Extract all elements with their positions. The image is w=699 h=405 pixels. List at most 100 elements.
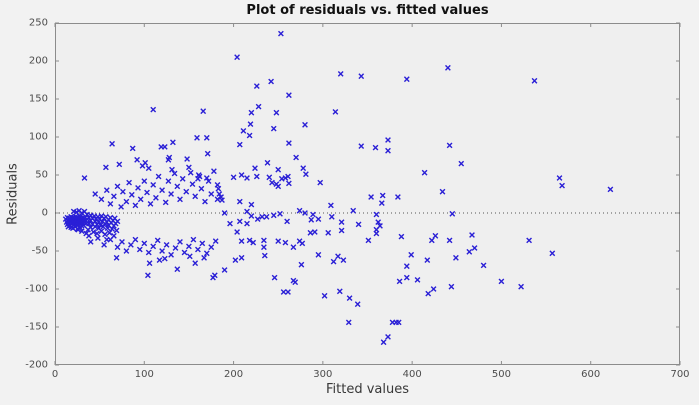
data-point-marker: [159, 248, 165, 254]
data-point-marker: [150, 243, 157, 250]
data-point-marker: [94, 230, 100, 237]
data-point-marker: [385, 137, 391, 143]
data-point-marker: [174, 266, 181, 273]
data-point-marker: [78, 228, 85, 235]
data-point-marker: [159, 187, 165, 194]
data-point-marker: [385, 147, 391, 154]
data-point-marker: [103, 164, 109, 171]
data-point-marker: [373, 211, 380, 218]
data-point-marker: [221, 210, 228, 216]
data-point-marker: [234, 229, 240, 235]
data-point-marker: [248, 213, 255, 219]
data-point-marker: [161, 144, 168, 150]
data-point-marker: [92, 191, 99, 197]
data-point-marker: [421, 169, 428, 176]
data-point-marker: [275, 166, 282, 173]
data-point-marker: [385, 334, 391, 340]
data-point-marker: [432, 232, 439, 239]
x-axis-label: Fitted values: [325, 382, 409, 397]
data-point-marker: [259, 213, 265, 220]
x-tick-label: 300: [313, 369, 333, 380]
data-point-marker: [300, 165, 307, 172]
data-point-marker: [150, 106, 157, 113]
data-point-marker: [338, 227, 345, 234]
data-point-marker: [221, 267, 228, 273]
data-point-marker: [211, 272, 218, 279]
data-point-marker: [328, 213, 335, 220]
data-point-marker: [190, 236, 197, 243]
data-point-marker: [141, 178, 148, 184]
data-point-marker: [208, 244, 215, 251]
data-point-marker: [118, 204, 124, 210]
data-point-marker: [373, 230, 380, 237]
data-point-marker: [263, 213, 270, 220]
data-point-marker: [208, 191, 215, 197]
axis-box: [55, 23, 680, 365]
scatter-points: [62, 30, 614, 346]
data-point-marker: [184, 156, 190, 162]
data-point-marker: [244, 220, 250, 227]
data-point-marker: [97, 222, 104, 229]
data-point-marker: [253, 83, 260, 89]
data-point-marker: [337, 71, 344, 77]
data-point-marker: [113, 254, 120, 261]
data-point-marker: [396, 278, 403, 285]
data-point-marker: [282, 239, 289, 246]
data-point-marker: [106, 229, 113, 236]
data-point-marker: [165, 178, 172, 184]
data-point-marker: [195, 246, 201, 253]
data-point-marker: [308, 216, 315, 223]
data-point-marker: [78, 210, 85, 216]
data-point-marker: [278, 30, 284, 37]
data-point-marker: [286, 140, 292, 146]
data-point-marker: [183, 188, 190, 195]
data-point-marker: [466, 248, 473, 255]
data-point-marker: [102, 231, 108, 238]
data-point-marker: [75, 226, 82, 233]
data-point-marker: [120, 188, 126, 195]
data-point-marker: [328, 202, 334, 209]
data-point-marker: [244, 208, 250, 215]
x-tick-label: 200: [224, 369, 244, 380]
data-point-marker: [103, 187, 110, 194]
data-point-marker: [170, 139, 176, 146]
data-point-marker: [111, 193, 117, 200]
data-point-marker: [372, 144, 379, 151]
data-point-marker: [255, 103, 262, 110]
data-point-marker: [302, 121, 308, 128]
data-point-marker: [345, 319, 352, 326]
data-point-marker: [270, 125, 277, 132]
data-point-marker: [395, 319, 402, 326]
data-point-marker: [375, 219, 382, 225]
data-point-marker: [244, 175, 250, 181]
data-point-marker: [335, 253, 341, 260]
data-point-marker: [448, 283, 455, 290]
data-point-marker: [365, 237, 372, 244]
data-point-marker: [380, 339, 387, 346]
y-tick-label: -150: [25, 321, 48, 333]
y-tick-label: -50: [31, 245, 48, 257]
data-point-marker: [186, 164, 192, 171]
y-tick-label: 50: [35, 169, 48, 181]
data-point-marker: [200, 108, 207, 115]
data-point-marker: [238, 254, 245, 261]
data-point-marker: [246, 237, 253, 244]
y-tick-label: 0: [41, 207, 48, 219]
data-point-marker: [408, 251, 415, 258]
data-point-marker: [236, 198, 243, 205]
data-point-marker: [549, 250, 556, 257]
data-point-marker: [264, 159, 271, 166]
data-point-marker: [330, 258, 337, 265]
data-point-marker: [186, 253, 193, 260]
data-point-marker: [155, 173, 162, 180]
data-point-marker: [252, 165, 258, 172]
data-point-marker: [268, 78, 274, 85]
data-point-marker: [174, 183, 181, 190]
data-point-marker: [114, 244, 121, 251]
data-point-marker: [95, 235, 101, 241]
data-point-marker: [141, 240, 148, 247]
data-point-marker: [87, 224, 94, 231]
data-point-marker: [128, 242, 134, 248]
